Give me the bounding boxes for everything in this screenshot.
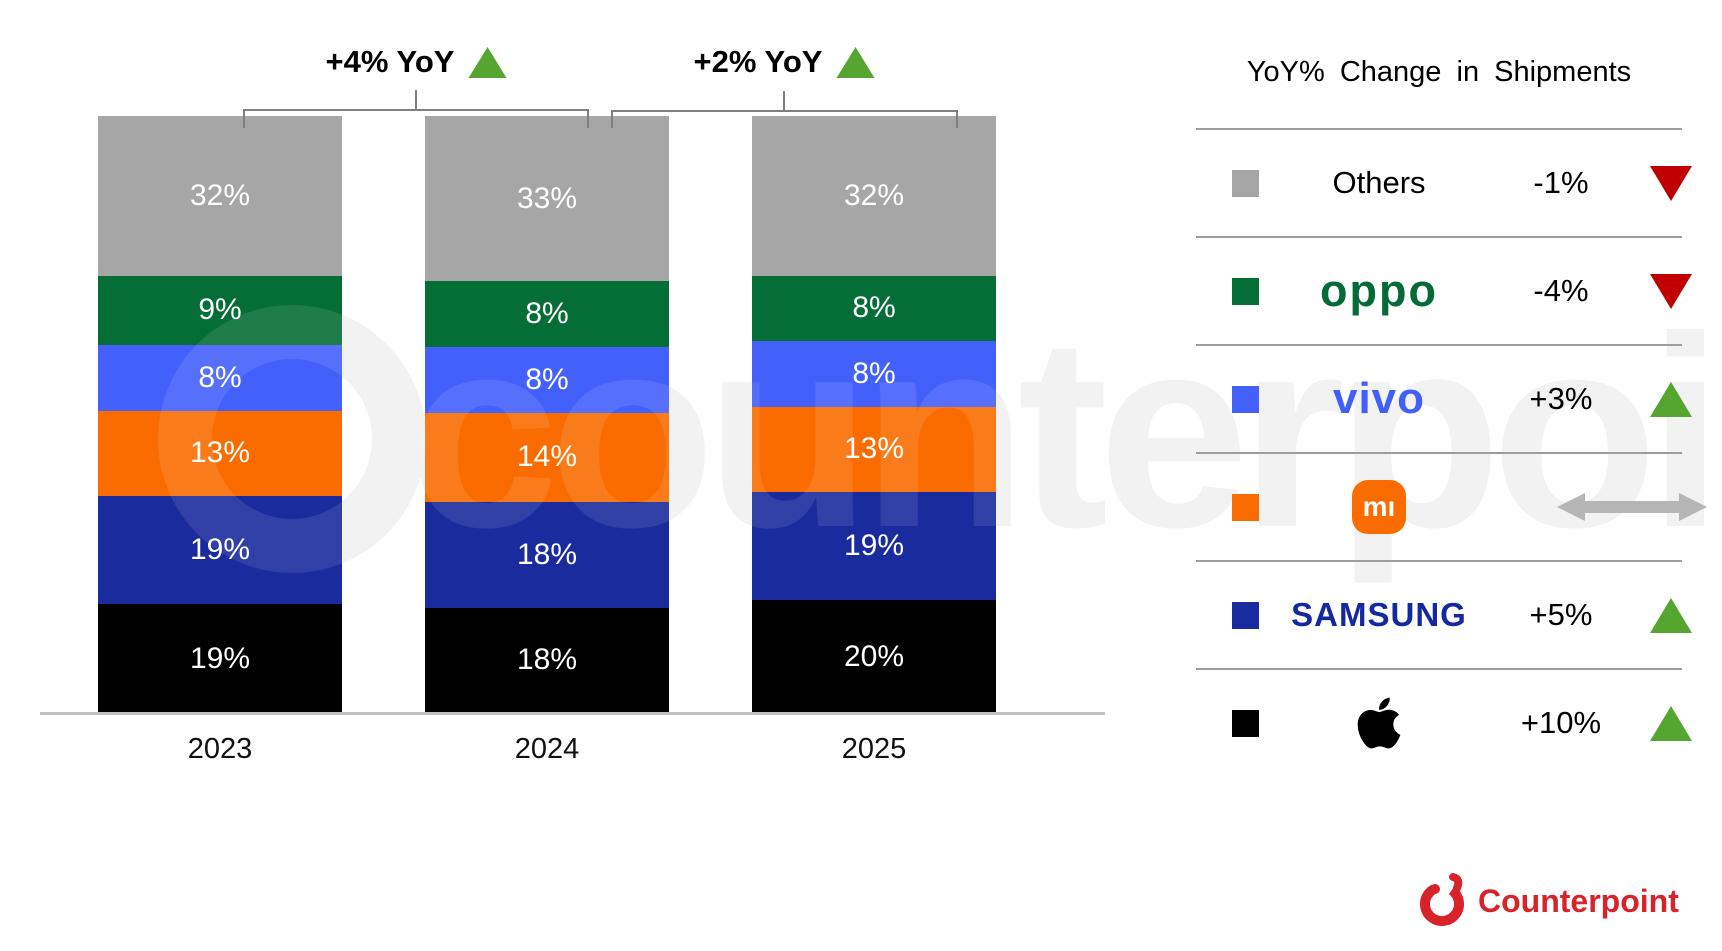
counterpoint-logo-text: Counterpoint	[1478, 882, 1679, 919]
counterpoint-logo: Counterpoint	[1416, 872, 1679, 930]
yoy-annotation-2024-2025: +2% YoY	[694, 44, 875, 80]
bar-segment-xiaomi-2024: 14%	[425, 412, 669, 503]
x-axis-line	[40, 712, 1105, 715]
legend-row-others: Others -1%	[1196, 128, 1692, 236]
bar-segment-others-2023: 32%	[98, 116, 342, 276]
bar-segment-apple-2025: 20%	[752, 600, 996, 713]
legend-brand-samsung: SAMSUNG	[1259, 596, 1499, 634]
apple-logo-icon	[1357, 697, 1401, 749]
legend-row-apple: +10%	[1196, 668, 1692, 776]
yoy-annotation-2023-2024: +4% YoY	[326, 44, 507, 80]
legend-swatch-samsung	[1232, 601, 1259, 629]
flat-double-arrow-icon	[1557, 493, 1707, 521]
counterpoint-logo-icon	[1420, 873, 1464, 926]
legend-brand-others: Others	[1259, 165, 1499, 201]
legend-direction-oppo	[1623, 273, 1719, 309]
legend-title: YoY% Change in Shipments	[1246, 56, 1632, 88]
legend-direction-xiaomi	[1557, 492, 1719, 522]
bar-segment-samsung-2024: 18%	[425, 502, 669, 608]
legend-yoy-value-others: -1%	[1533, 165, 1589, 200]
segment-value-label: 8%	[852, 291, 896, 325]
bar-segment-vivo-2024: 8%	[425, 346, 669, 413]
legend-brand-xiaomi: mı	[1259, 480, 1499, 534]
bar-segment-xiaomi-2023: 13%	[98, 410, 342, 496]
yoy-annotation-text: +4% YoY	[325, 44, 455, 79]
bar-segment-samsung-2025: 19%	[752, 491, 996, 601]
legend-panel: YoY% Change in Shipments Others -1% oppo -4…	[1196, 40, 1707, 776]
legend-swatch-xiaomi	[1232, 493, 1259, 521]
bar-segment-apple-2024: 18%	[425, 607, 669, 713]
up-triangle-icon	[1650, 381, 1692, 417]
legend-yoy-value-apple: +10%	[1520, 705, 1602, 740]
segment-value-label: 19%	[189, 641, 251, 675]
segment-value-label: 8%	[525, 362, 569, 396]
legend-row-oppo: oppo -4%	[1196, 236, 1692, 344]
legend-swatch-apple	[1232, 709, 1259, 737]
yoy-up-triangle-icon	[836, 46, 875, 78]
legend-row-vivo: vivo +3%	[1196, 344, 1692, 452]
segment-value-label: 18%	[516, 643, 578, 677]
segment-value-label: 20%	[843, 639, 905, 673]
legend-direction-samsung	[1623, 597, 1719, 633]
x-axis-label-2025: 2025	[841, 733, 907, 765]
legend-yoy-value-oppo: -4%	[1533, 273, 1589, 308]
legend-direction-apple	[1623, 705, 1719, 741]
segment-value-label: 32%	[189, 178, 251, 212]
oppo-logo-icon: oppo	[1320, 265, 1438, 316]
vivo-logo-icon: vivo	[1332, 374, 1426, 423]
segment-value-label: 14%	[516, 440, 578, 474]
bar-segment-others-2024: 33%	[425, 116, 669, 281]
legend-brand-vivo: vivo	[1259, 374, 1499, 424]
x-axis-label-2023: 2023	[187, 733, 253, 765]
bar-segment-apple-2023: 19%	[98, 604, 342, 714]
yoy-up-triangle-icon	[468, 46, 507, 78]
segment-value-label: 8%	[852, 356, 896, 390]
segment-value-label: 8%	[525, 296, 569, 330]
legend-direction-others	[1623, 165, 1719, 201]
bar-segment-vivo-2025: 8%	[752, 341, 996, 407]
legend-swatch-oppo	[1232, 277, 1259, 305]
down-triangle-icon	[1650, 273, 1692, 309]
legend-yoy-value-vivo: +3%	[1529, 381, 1593, 416]
down-triangle-icon	[1650, 165, 1692, 201]
segment-value-label: 32%	[843, 178, 905, 212]
legend-brand-apple	[1259, 694, 1499, 752]
legend-row-samsung: SAMSUNG +5%	[1196, 560, 1692, 668]
segment-value-label: 13%	[843, 432, 905, 466]
bar-segment-oppo-2025: 8%	[752, 275, 996, 342]
legend-swatch-others	[1232, 169, 1259, 197]
yoy-annotation-text: +2% YoY	[693, 44, 823, 79]
legend-direction-vivo	[1623, 381, 1719, 417]
up-triangle-icon	[1650, 597, 1692, 633]
bar-segment-others-2025: 32%	[752, 116, 996, 276]
legend-swatch-vivo	[1232, 385, 1259, 413]
segment-value-label: 19%	[843, 529, 905, 563]
bar-segment-oppo-2024: 8%	[425, 281, 669, 347]
legend-yoy-value-samsung: +5%	[1529, 597, 1593, 632]
x-axis-label-2024: 2024	[514, 733, 580, 765]
xiaomi-mi-logo-icon: mı	[1352, 480, 1406, 534]
up-triangle-icon	[1650, 705, 1692, 741]
stacked-bar-2025: 32% 8% 8% 13% 19% 20%	[752, 116, 996, 713]
legend-row-xiaomi: mı	[1196, 452, 1707, 560]
bar-segment-xiaomi-2025: 13%	[752, 406, 996, 492]
stacked-bar-2024: 33% 8% 8% 14% 18% 18%	[425, 116, 669, 713]
samsung-logo-icon: SAMSUNG	[1291, 596, 1467, 633]
segment-value-label: 33%	[516, 181, 578, 215]
legend-brand-oppo: oppo	[1259, 265, 1499, 317]
segment-value-label: 18%	[516, 537, 578, 571]
legend-label-others: Others	[1332, 165, 1426, 200]
